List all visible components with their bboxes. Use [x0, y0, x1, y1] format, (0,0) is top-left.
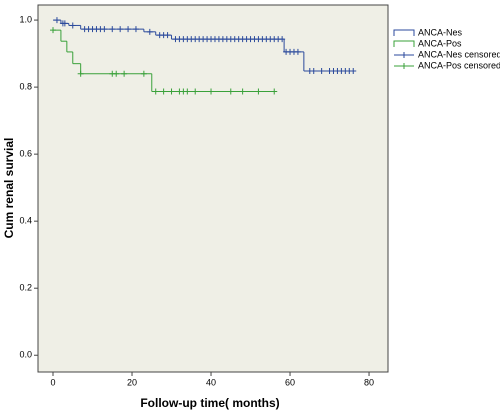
legend-label: ANCA-Nes censored: [418, 49, 500, 59]
censor-mark: [132, 26, 139, 33]
y-tick-label: 0.4: [19, 216, 32, 226]
censor-mark: [113, 70, 120, 77]
y-tick-label: 0.8: [19, 81, 32, 91]
censor-mark: [239, 88, 246, 95]
legend-swatch: [394, 52, 414, 58]
legend-label: ANCA-Pos censored: [418, 60, 500, 70]
censor-mark: [140, 70, 147, 77]
censor-mark: [208, 88, 215, 95]
censor-mark: [61, 20, 68, 27]
censor-mark: [152, 88, 159, 95]
plot-area: [37, 4, 389, 373]
x-tick-label: 40: [206, 377, 216, 387]
censor-mark: [184, 88, 191, 95]
censor-mark: [117, 26, 124, 33]
censor-mark: [294, 48, 301, 55]
legend-swatch: [394, 63, 414, 69]
censor-mark: [227, 88, 234, 95]
y-tick-label: 0.2: [19, 283, 32, 293]
censor-mark: [310, 68, 317, 75]
x-axis-title: Follow-up time( months): [140, 396, 279, 410]
y-tick-label: 0.6: [19, 149, 32, 159]
y-axis-title: Cum renal survial: [2, 138, 16, 239]
censor-mark: [192, 88, 199, 95]
x-tick-label: 80: [364, 377, 374, 387]
censor-mark: [53, 17, 60, 24]
legend-label: ANCA-Nes: [418, 27, 463, 37]
y-tick-label: 1.0: [19, 14, 32, 24]
legend-swatch: [393, 40, 415, 47]
censor-mark: [168, 88, 175, 95]
censor-mark: [279, 36, 286, 43]
x-tick-label: 20: [127, 377, 137, 387]
censor-mark: [164, 32, 171, 39]
censor-mark: [160, 88, 167, 95]
legend-label: ANCA-Pos: [418, 38, 462, 48]
censor-mark: [109, 26, 116, 33]
censor-mark: [318, 68, 325, 75]
censor-mark: [125, 26, 132, 33]
legend-swatch: [393, 29, 415, 36]
censor-mark: [101, 26, 108, 33]
censor-mark: [146, 28, 153, 35]
censor-mark: [121, 70, 128, 77]
censor-mark: [271, 88, 278, 95]
y-tick-label: 0.0: [19, 350, 32, 360]
censor-mark: [350, 68, 357, 75]
censor-mark: [50, 27, 57, 34]
censor-mark: [69, 22, 76, 29]
censor-mark: [77, 70, 84, 77]
x-tick-label: 60: [285, 377, 295, 387]
censor-mark: [255, 88, 262, 95]
x-tick-label: 0: [51, 377, 56, 387]
